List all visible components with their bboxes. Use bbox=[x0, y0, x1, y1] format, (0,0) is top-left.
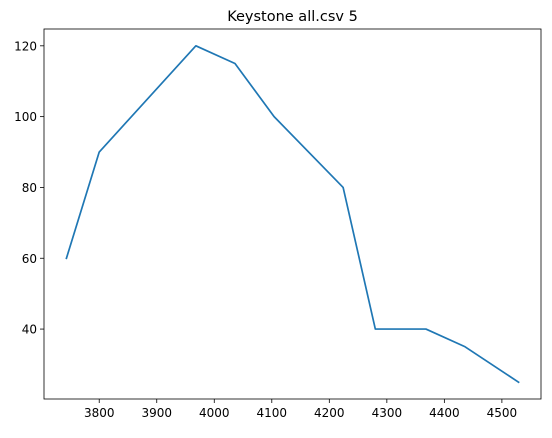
x-tick-label: 3900 bbox=[141, 406, 172, 420]
x-tick-label: 4100 bbox=[257, 406, 288, 420]
plot-series bbox=[65, 44, 520, 384]
axes-frame bbox=[43, 28, 542, 400]
y-tick-label: 100 bbox=[14, 110, 37, 124]
x-tick-label: 4400 bbox=[429, 406, 460, 420]
x-tick-label: 4500 bbox=[487, 406, 518, 420]
axis-ticks: 3800 3900 4000 4100 4200 4300 4400 4500 40 60 80 10… bbox=[14, 39, 517, 420]
y-tick-label: 60 bbox=[22, 252, 37, 266]
x-tick-label: 4000 bbox=[199, 406, 230, 420]
x-tick-label: 4200 bbox=[314, 406, 345, 420]
y-tick-label: 40 bbox=[22, 323, 37, 337]
series-line bbox=[65, 44, 520, 384]
y-tick-label: 120 bbox=[14, 39, 37, 53]
y-tick-label: 80 bbox=[22, 181, 37, 195]
chart-title: Keystone all.csv 5 bbox=[227, 9, 358, 25]
x-tick-label: 3800 bbox=[84, 406, 115, 420]
x-tick-label: 4300 bbox=[372, 406, 403, 420]
